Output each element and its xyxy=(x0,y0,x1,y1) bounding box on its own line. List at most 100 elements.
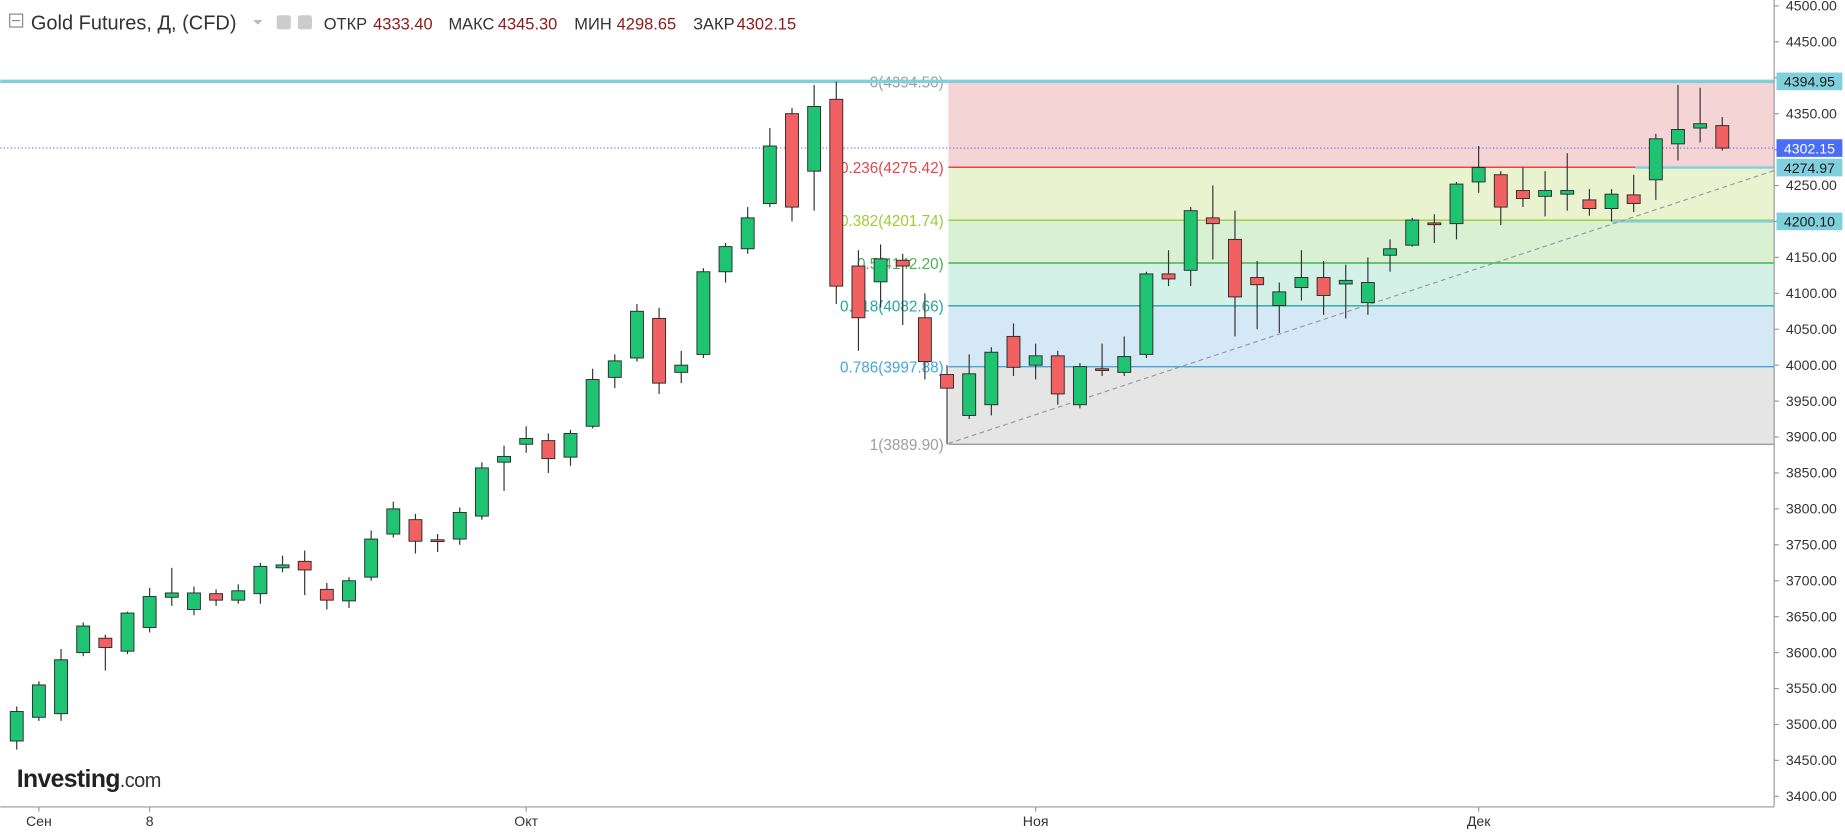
candle-body xyxy=(253,565,268,595)
candle-body xyxy=(297,560,312,571)
candle-body xyxy=(984,351,999,406)
candle-body xyxy=(31,684,46,718)
candle-body xyxy=(1228,238,1242,298)
price-badge-label: 4200.10 xyxy=(1784,214,1835,230)
candle-body xyxy=(1715,125,1730,149)
axis-group: 3400.00 3450.00 3500.00 3550.00 3600.00 3650.… xyxy=(26,0,1843,829)
candle-body xyxy=(1648,138,1663,181)
candle-body xyxy=(807,106,822,172)
fib-label: 1(3889.90) xyxy=(870,437,944,454)
candle-body xyxy=(652,317,667,384)
price-badge xyxy=(1776,72,1843,91)
candle-body xyxy=(630,310,644,359)
candle-body xyxy=(408,519,423,542)
candle-body xyxy=(1050,355,1065,395)
candle-body xyxy=(740,217,755,250)
candle-body xyxy=(1272,291,1287,307)
candle-body xyxy=(674,364,689,373)
candle-body xyxy=(1316,277,1331,296)
trend-line xyxy=(948,170,1775,445)
price-badge xyxy=(1776,139,1843,157)
candle-body xyxy=(1693,123,1708,129)
candle-body xyxy=(829,98,844,287)
candles-group xyxy=(9,81,1730,750)
ohlc-value: 4302.15 xyxy=(737,15,796,33)
fib-band xyxy=(948,220,1775,263)
candle-body xyxy=(1626,194,1641,204)
ohlc-label: ЗАКР xyxy=(693,15,734,33)
y-tick-label: 4150.00 xyxy=(1786,249,1837,265)
candle-body xyxy=(785,113,799,208)
candle-body xyxy=(1560,190,1575,195)
ohlc-label: МАКС xyxy=(448,15,494,33)
candle-body xyxy=(519,437,534,445)
logo-brand: Investing xyxy=(17,766,120,793)
candle-body xyxy=(1360,282,1375,304)
candle-body xyxy=(474,467,489,517)
ohlc-value: 4345.30 xyxy=(498,15,557,33)
collapse-icon[interactable] xyxy=(9,13,24,28)
price-badge-label: 4394.95 xyxy=(1784,74,1835,90)
candle-body xyxy=(541,440,556,460)
candle-body xyxy=(76,625,91,654)
candle-body xyxy=(1139,273,1154,355)
candle-body xyxy=(1671,129,1685,145)
price-badge-label: 4274.97 xyxy=(1784,160,1835,176)
x-tick-label: Сен xyxy=(26,813,52,829)
fib-band xyxy=(948,167,1775,221)
x-tick-label: Дек xyxy=(1467,813,1491,829)
y-tick-label: 3750.00 xyxy=(1786,537,1837,553)
candle-body xyxy=(98,637,113,649)
candle-body xyxy=(209,593,224,601)
candle-body xyxy=(342,580,356,602)
candle-body xyxy=(1493,174,1508,208)
candle-body xyxy=(364,538,379,578)
candle-body xyxy=(1095,368,1110,372)
candle-body xyxy=(962,373,977,416)
candle-body xyxy=(1338,279,1353,285)
candle-body xyxy=(1449,183,1464,225)
candle-body xyxy=(696,271,711,355)
candle-body xyxy=(319,588,334,601)
candle-body xyxy=(120,612,135,652)
fib-band xyxy=(948,305,1775,367)
dropdown-icon[interactable] xyxy=(253,19,263,25)
candle-body xyxy=(142,596,157,628)
candle-body xyxy=(718,246,733,273)
y-tick-label: 4100.00 xyxy=(1786,285,1837,301)
candle-body xyxy=(54,659,68,715)
price-badge xyxy=(1776,158,1843,177)
logo: Investing.com xyxy=(17,766,161,793)
fib-label: 0.382(4201.74) xyxy=(840,213,944,230)
candle-body xyxy=(563,432,578,458)
y-tick-label: 4250.00 xyxy=(1786,177,1837,193)
candle-body xyxy=(187,592,201,610)
candle-body xyxy=(1205,217,1220,225)
y-tick-label: 4050.00 xyxy=(1786,321,1837,337)
candle-body xyxy=(1117,356,1132,373)
candle-body xyxy=(430,539,445,543)
candle-body xyxy=(1515,190,1530,199)
x-tick-label: Ноя xyxy=(1023,813,1049,829)
price-badge-label: 4302.15 xyxy=(1784,140,1835,156)
candle-body xyxy=(895,259,910,267)
y-tick-label: 4500.00 xyxy=(1786,0,1837,14)
settings-icon[interactable] xyxy=(276,15,291,30)
ohlc-value: 4333.40 xyxy=(373,15,432,33)
fib-group: 0(4394.50)0.236(4275.42)0.382(4201.74)0.… xyxy=(840,75,1775,454)
x-tick-label: Окт xyxy=(514,813,538,829)
candle-body xyxy=(452,512,467,540)
y-tick-label: 3550.00 xyxy=(1786,680,1837,696)
settings-icon[interactable] xyxy=(297,15,312,30)
candle-body xyxy=(917,317,932,363)
fib-label: 0.786(3997.88) xyxy=(840,360,944,377)
candle-body xyxy=(607,360,622,378)
candle-body xyxy=(497,455,511,463)
y-tick-label: 3500.00 xyxy=(1786,716,1837,732)
candle-body xyxy=(1294,277,1309,289)
candle-body xyxy=(1006,335,1021,368)
ohlc-value: 4298.65 xyxy=(617,15,676,33)
candle-body xyxy=(1471,167,1486,183)
candle-body xyxy=(851,265,866,319)
